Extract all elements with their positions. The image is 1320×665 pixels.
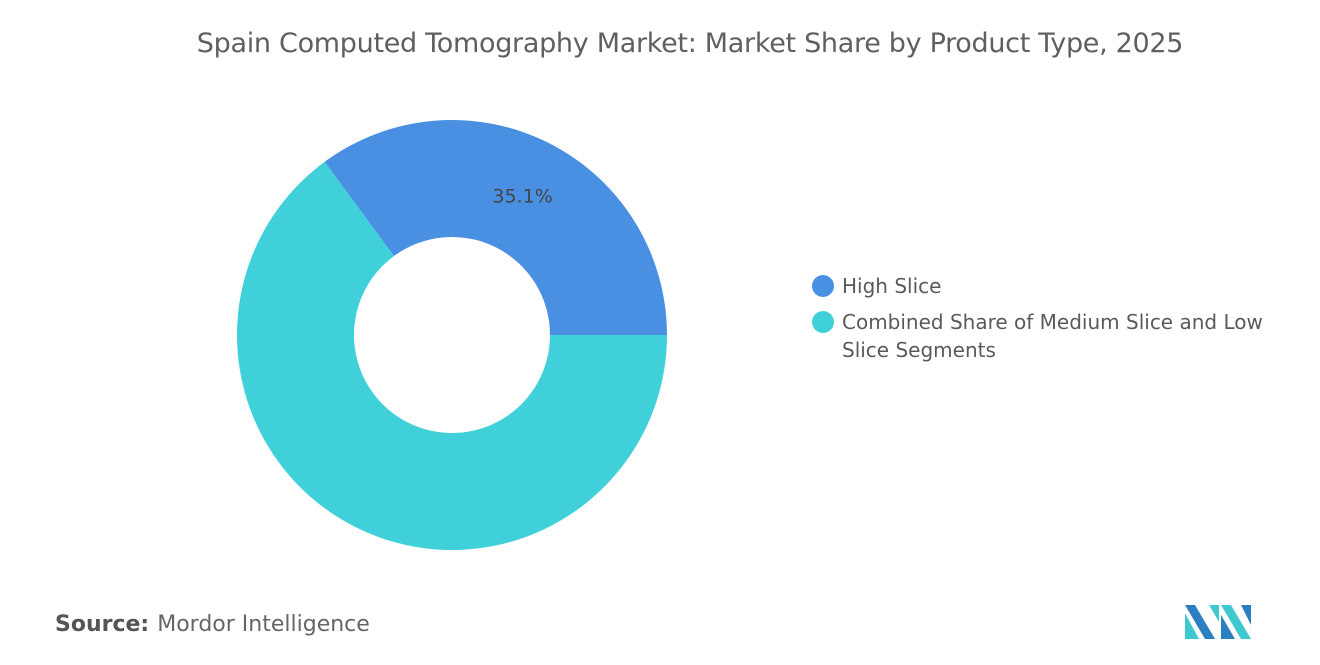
mordor-intelligence-logo [1185, 605, 1251, 639]
legend-label: High Slice [842, 274, 942, 298]
source-note: Source: Mordor Intelligence [55, 612, 370, 637]
chart-title: Spain Computed Tomography Market: Market… [196, 28, 1184, 59]
legend-item-medium-low-slice: Combined Share of Medium Slice and Low S… [812, 308, 1292, 364]
legend-label: Combined Share of Medium Slice and Low S… [842, 310, 1263, 362]
donut-slice-0 [324, 120, 667, 335]
legend-swatch [812, 311, 834, 333]
legend-swatch [812, 275, 834, 297]
source-label: Source: [55, 612, 150, 637]
source-value: Mordor Intelligence [157, 612, 370, 637]
donut-slice-1 [237, 161, 668, 551]
data-label-0: 35.1% [492, 185, 552, 207]
legend: High Slice Combined Share of Medium Slic… [812, 272, 1292, 372]
legend-item-high-slice: High Slice [812, 272, 1292, 300]
